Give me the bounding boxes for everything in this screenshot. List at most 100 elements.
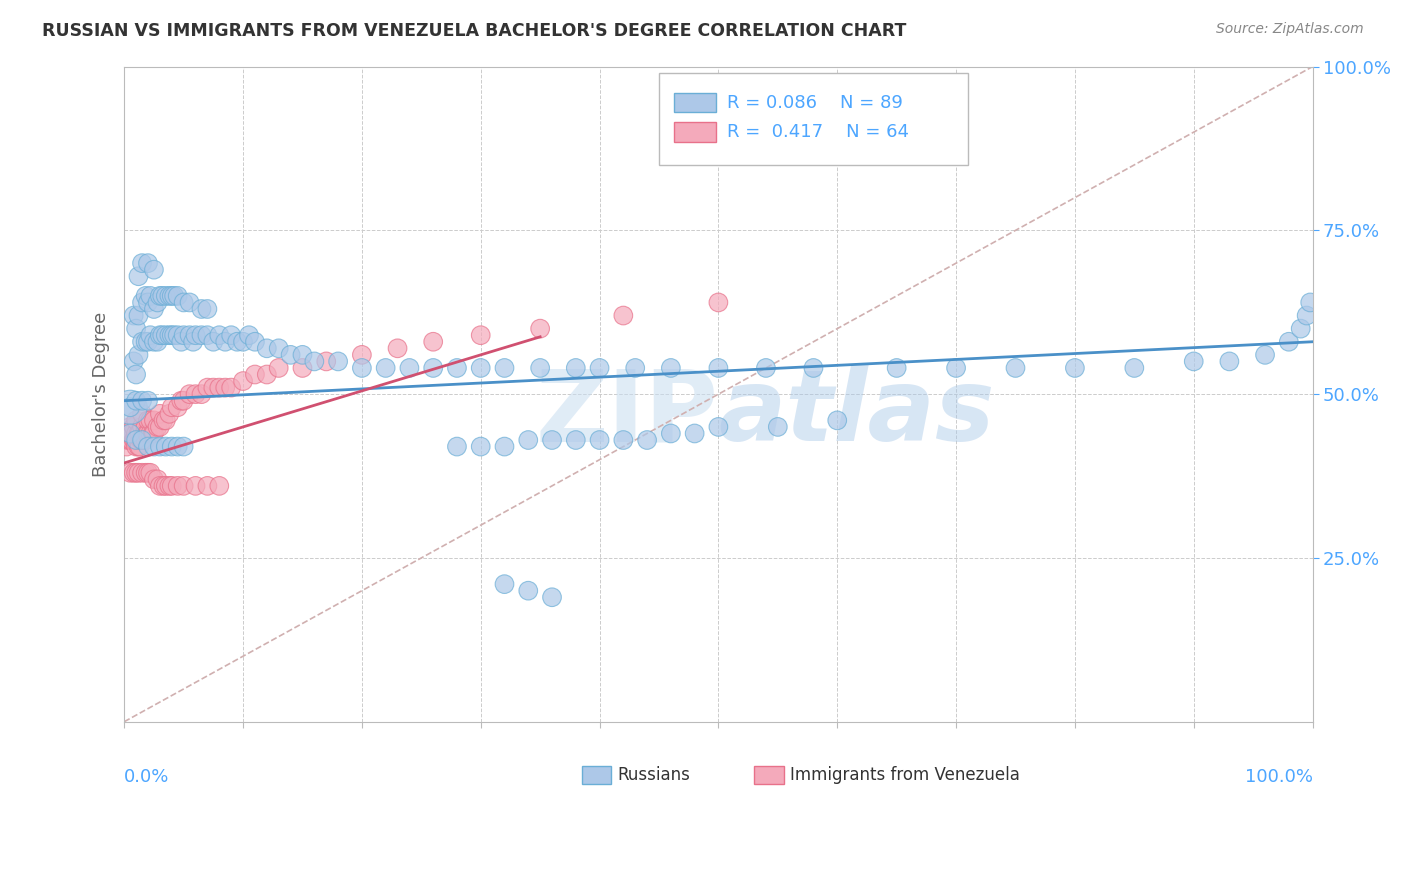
- Point: [232, 374, 254, 388]
- Point: [149, 289, 172, 303]
- Point: [160, 401, 183, 415]
- Point: [659, 426, 682, 441]
- Point: [131, 256, 153, 270]
- Point: [157, 289, 180, 303]
- Point: [350, 348, 373, 362]
- Point: [541, 591, 564, 605]
- Point: [588, 433, 610, 447]
- Point: [291, 361, 314, 376]
- Point: [120, 433, 142, 447]
- Point: [446, 440, 468, 454]
- Point: [173, 479, 195, 493]
- Point: [152, 479, 174, 493]
- Point: [179, 295, 201, 310]
- Point: [326, 354, 349, 368]
- Point: [125, 440, 148, 454]
- FancyBboxPatch shape: [754, 765, 783, 784]
- Point: [136, 393, 159, 408]
- Point: [160, 289, 183, 303]
- Point: [150, 328, 173, 343]
- Point: [146, 472, 169, 486]
- Point: [304, 354, 326, 368]
- Point: [190, 301, 212, 316]
- Point: [208, 328, 231, 343]
- Point: [1064, 361, 1087, 376]
- Point: [142, 334, 165, 349]
- Point: [197, 328, 219, 343]
- Point: [135, 334, 157, 349]
- Point: [142, 413, 165, 427]
- Point: [135, 433, 157, 447]
- Point: [157, 328, 180, 343]
- Point: [197, 381, 219, 395]
- Point: [127, 269, 149, 284]
- Point: [125, 433, 148, 447]
- Point: [565, 433, 588, 447]
- Point: [160, 440, 183, 454]
- Point: [659, 361, 682, 376]
- Point: [127, 348, 149, 362]
- Point: [163, 328, 186, 343]
- Point: [120, 466, 142, 480]
- Point: [446, 361, 468, 376]
- Point: [1278, 334, 1301, 349]
- Point: [398, 361, 420, 376]
- FancyBboxPatch shape: [582, 765, 612, 784]
- Point: [128, 426, 150, 441]
- Point: [149, 328, 172, 343]
- Point: [541, 433, 564, 447]
- FancyBboxPatch shape: [659, 73, 967, 165]
- Point: [135, 466, 157, 480]
- Point: [142, 262, 165, 277]
- Point: [131, 407, 153, 421]
- Point: [219, 381, 242, 395]
- Point: [707, 361, 730, 376]
- Point: [142, 426, 165, 441]
- Point: [184, 328, 207, 343]
- Point: [766, 420, 789, 434]
- Point: [142, 472, 165, 486]
- Point: [136, 413, 159, 427]
- Point: [173, 295, 195, 310]
- Text: 100.0%: 100.0%: [1244, 768, 1313, 786]
- Point: [494, 440, 516, 454]
- Point: [139, 466, 162, 480]
- Point: [184, 479, 207, 493]
- Point: [219, 328, 242, 343]
- Point: [152, 413, 174, 427]
- Point: [470, 328, 492, 343]
- Point: [470, 440, 492, 454]
- Point: [125, 393, 148, 408]
- Point: [197, 301, 219, 316]
- Point: [208, 381, 231, 395]
- Point: [122, 466, 145, 480]
- Point: [131, 433, 153, 447]
- Point: [149, 407, 172, 421]
- Point: [127, 466, 149, 480]
- Point: [139, 289, 162, 303]
- Point: [612, 433, 634, 447]
- Point: [135, 420, 157, 434]
- Point: [122, 433, 145, 447]
- Point: [142, 426, 165, 441]
- Point: [120, 426, 142, 441]
- Point: [179, 387, 201, 401]
- Point: [120, 420, 142, 434]
- Point: [125, 466, 148, 480]
- Point: [197, 479, 219, 493]
- Point: [163, 289, 186, 303]
- Point: [166, 440, 188, 454]
- Point: [125, 413, 148, 427]
- Point: [179, 328, 201, 343]
- FancyBboxPatch shape: [675, 122, 716, 142]
- Point: [291, 348, 314, 362]
- Point: [127, 309, 149, 323]
- Point: [1299, 295, 1322, 310]
- Point: [267, 361, 290, 376]
- Point: [1182, 354, 1205, 368]
- Point: [170, 334, 193, 349]
- Point: [256, 341, 278, 355]
- Text: Russians: Russians: [617, 766, 690, 784]
- Point: [422, 334, 444, 349]
- Point: [136, 440, 159, 454]
